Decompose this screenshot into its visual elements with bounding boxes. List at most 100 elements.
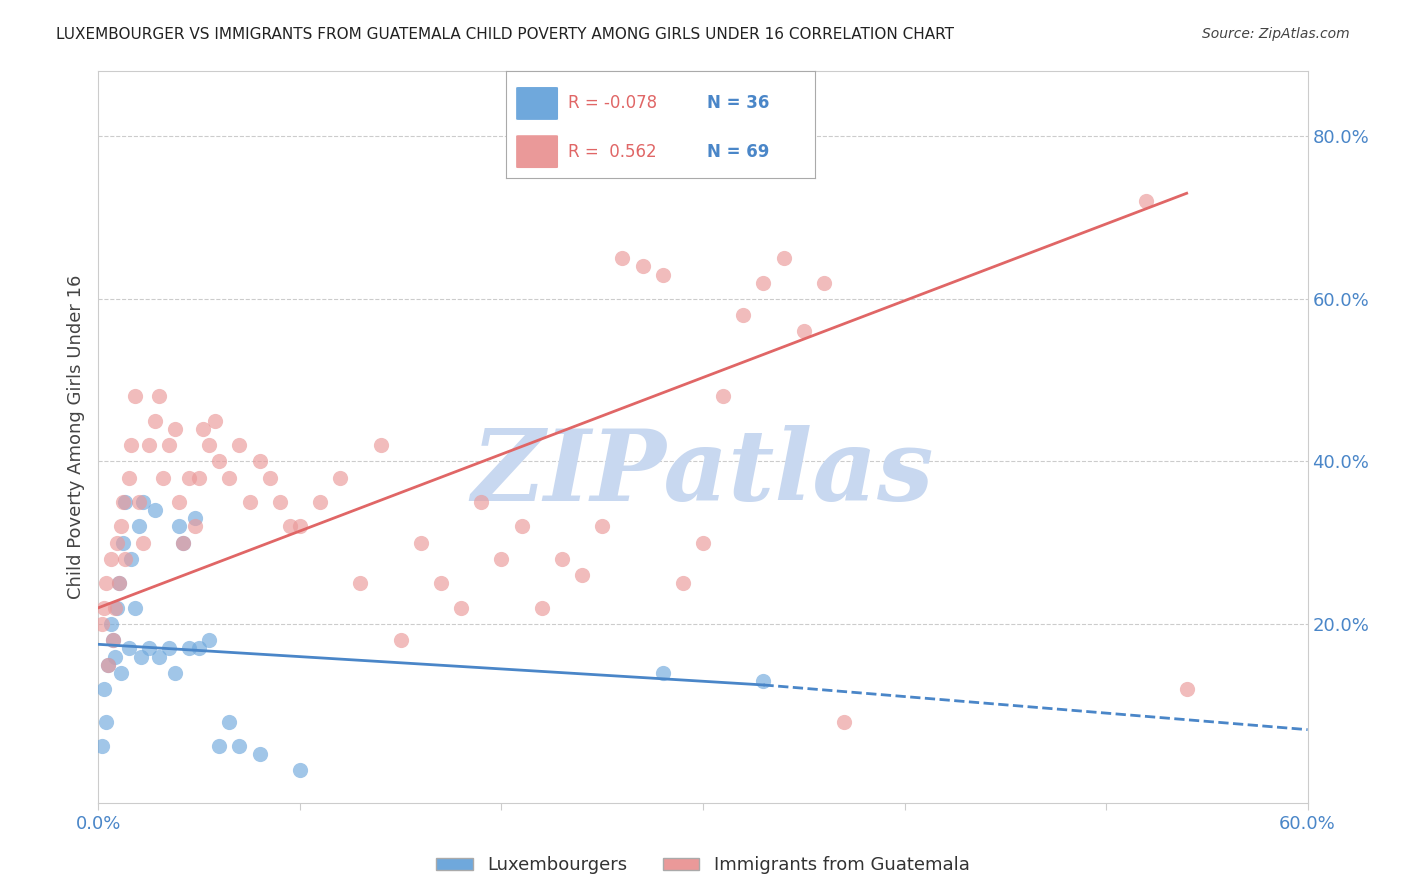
Point	[110, 665, 132, 680]
Point	[651, 665, 673, 680]
Point	[148, 389, 170, 403]
Point	[163, 665, 186, 680]
Point	[167, 519, 190, 533]
Point	[138, 438, 160, 452]
Text: ZIPatlas: ZIPatlas	[472, 425, 934, 522]
Point	[612, 252, 634, 266]
Point	[692, 535, 714, 549]
Point	[100, 552, 122, 566]
Point	[288, 519, 311, 533]
Point	[491, 552, 513, 566]
Point	[329, 471, 352, 485]
Point	[470, 495, 492, 509]
Point	[93, 600, 115, 615]
Point	[157, 438, 180, 452]
Point	[179, 471, 201, 485]
Point	[198, 633, 221, 648]
Point	[96, 576, 118, 591]
Point	[218, 471, 240, 485]
Point	[218, 714, 240, 729]
Point	[551, 552, 574, 566]
Point	[309, 495, 332, 509]
Point	[120, 552, 142, 566]
Point	[409, 535, 432, 549]
Point	[124, 389, 146, 403]
Point	[118, 641, 141, 656]
Point	[249, 747, 271, 761]
Text: LUXEMBOURGER VS IMMIGRANTS FROM GUATEMALA CHILD POVERTY AMONG GIRLS UNDER 16 COR: LUXEMBOURGER VS IMMIGRANTS FROM GUATEMAL…	[56, 27, 955, 42]
Point	[188, 641, 211, 656]
Point	[672, 576, 695, 591]
FancyBboxPatch shape	[516, 135, 558, 169]
Point	[370, 438, 392, 452]
Point	[111, 495, 134, 509]
Point	[733, 308, 755, 322]
Text: N = 69: N = 69	[707, 143, 769, 161]
Point	[249, 454, 271, 468]
Point	[752, 673, 775, 688]
Point	[530, 600, 553, 615]
Point	[148, 649, 170, 664]
Point	[143, 503, 166, 517]
FancyBboxPatch shape	[516, 87, 558, 120]
Point	[128, 519, 150, 533]
Legend: Luxembourgers, Immigrants from Guatemala: Luxembourgers, Immigrants from Guatemala	[429, 849, 977, 881]
Point	[97, 657, 120, 672]
Point	[172, 535, 194, 549]
Point	[591, 519, 613, 533]
Point	[132, 495, 155, 509]
Point	[132, 535, 155, 549]
Point	[120, 438, 142, 452]
Point	[204, 414, 226, 428]
Point	[107, 576, 129, 591]
Text: R =  0.562: R = 0.562	[568, 143, 657, 161]
Point	[832, 714, 855, 729]
Point	[101, 633, 124, 648]
Point	[389, 633, 412, 648]
Point	[184, 511, 207, 525]
Point	[752, 276, 775, 290]
Point	[157, 641, 180, 656]
Point	[510, 519, 533, 533]
Point	[97, 657, 120, 672]
Point	[91, 739, 114, 753]
Point	[101, 633, 124, 648]
Text: N = 36: N = 36	[707, 95, 769, 112]
Point	[91, 617, 114, 632]
Point	[100, 617, 122, 632]
Point	[193, 422, 215, 436]
Point	[103, 600, 125, 615]
Text: R = -0.078: R = -0.078	[568, 95, 657, 112]
Point	[129, 649, 152, 664]
Point	[239, 495, 262, 509]
Point	[152, 471, 174, 485]
Point	[143, 414, 166, 428]
Point	[259, 471, 281, 485]
Point	[1175, 681, 1198, 696]
Point	[103, 649, 125, 664]
Point	[124, 600, 146, 615]
Point	[179, 641, 201, 656]
Point	[118, 471, 141, 485]
Point	[349, 576, 371, 591]
Point	[711, 389, 734, 403]
Point	[138, 641, 160, 656]
Point	[184, 519, 207, 533]
Point	[450, 600, 472, 615]
Point	[793, 325, 815, 339]
Point	[430, 576, 453, 591]
Point	[228, 438, 250, 452]
Point	[128, 495, 150, 509]
Point	[105, 600, 128, 615]
Point	[278, 519, 301, 533]
Point	[114, 495, 136, 509]
Point	[208, 454, 231, 468]
Point	[772, 252, 794, 266]
Point	[813, 276, 835, 290]
Point	[114, 552, 136, 566]
Point	[269, 495, 291, 509]
Point	[93, 681, 115, 696]
Point	[96, 714, 118, 729]
Y-axis label: Child Poverty Among Girls Under 16: Child Poverty Among Girls Under 16	[66, 275, 84, 599]
Point	[198, 438, 221, 452]
